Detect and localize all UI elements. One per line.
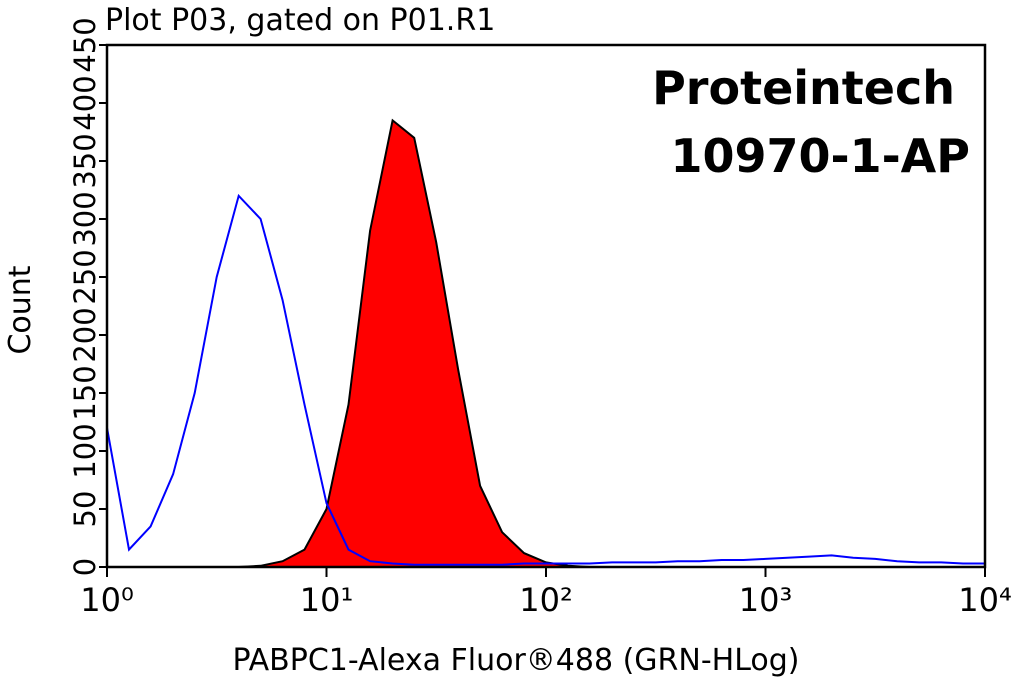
histogram-line xyxy=(106,193,985,566)
y-tick-label: 350 xyxy=(68,133,102,188)
annotation: 10970-1-AP xyxy=(670,129,970,183)
x-tick-label: 10³ xyxy=(739,581,793,619)
plot-frame xyxy=(105,43,987,569)
chart-title: Plot P03, gated on P01.R1 xyxy=(105,3,495,38)
x-tick-label: 10¹ xyxy=(300,581,354,619)
x-tick-label: 10² xyxy=(519,581,573,619)
y-tick-label: 50 xyxy=(68,491,102,528)
y-axis-label: Count xyxy=(3,265,38,354)
y-tick-label: 400 xyxy=(68,75,102,130)
y-tick-label: 150 xyxy=(68,365,102,420)
y-tick-label: 250 xyxy=(68,249,102,304)
y-tick-label: 100 xyxy=(68,423,102,478)
y-tick-label: 0 xyxy=(68,558,102,576)
x-axis-label: PABPC1-Alexa Fluor®488 (GRN-HLog) xyxy=(232,643,799,678)
y-tick-label: 200 xyxy=(68,307,102,362)
histogram-area xyxy=(107,118,985,568)
annotation: Proteintech xyxy=(652,61,955,115)
x-tick-label: 10⁴ xyxy=(958,581,1012,619)
y-tick-label: 450 xyxy=(68,17,102,72)
y-tick-label: 300 xyxy=(68,191,102,246)
x-tick-label: 10⁰ xyxy=(80,581,134,619)
